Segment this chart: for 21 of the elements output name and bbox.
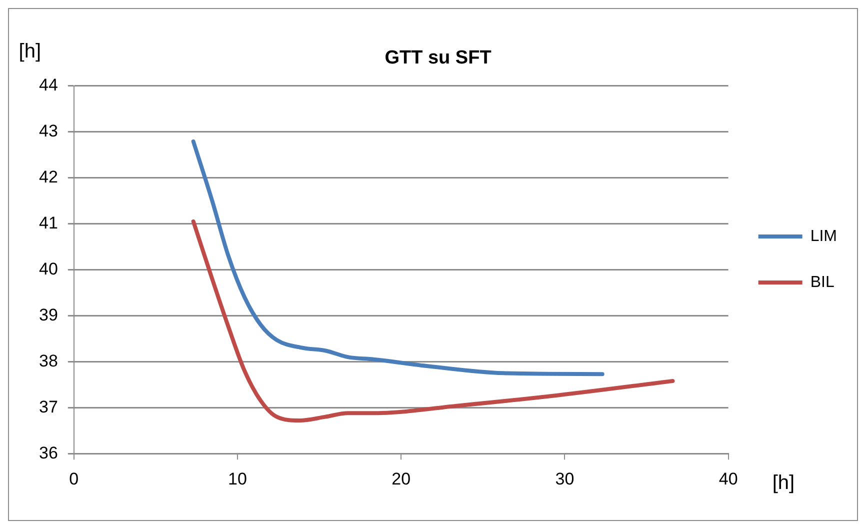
y-tick-label: 42 — [38, 167, 58, 186]
line-series — [191, 219, 675, 422]
y-tick-label: 43 — [38, 121, 58, 140]
y-axis-title: [h] — [18, 40, 42, 62]
legend-label: BIL — [810, 274, 834, 291]
x-tick-label: 0 — [69, 469, 79, 488]
y-tick-label: 39 — [38, 305, 58, 324]
x-tick-label: 20 — [392, 469, 411, 488]
x-tick-label: 40 — [718, 469, 738, 488]
chart-title: GTT su SFT — [384, 48, 492, 69]
y-tick-label: 37 — [38, 397, 58, 416]
x-tick-label: 10 — [228, 469, 247, 488]
y-tick-label: 41 — [38, 213, 58, 232]
legend-label: LIM — [810, 228, 837, 245]
x-tick-label: 30 — [555, 469, 574, 488]
y-tick-label: 44 — [38, 75, 58, 94]
line-series — [191, 139, 604, 376]
y-tick-label: 40 — [38, 259, 58, 278]
x-axis-title: [h] — [772, 472, 795, 494]
y-tick-label: 38 — [38, 351, 58, 370]
y-tick-label: 36 — [38, 443, 58, 462]
